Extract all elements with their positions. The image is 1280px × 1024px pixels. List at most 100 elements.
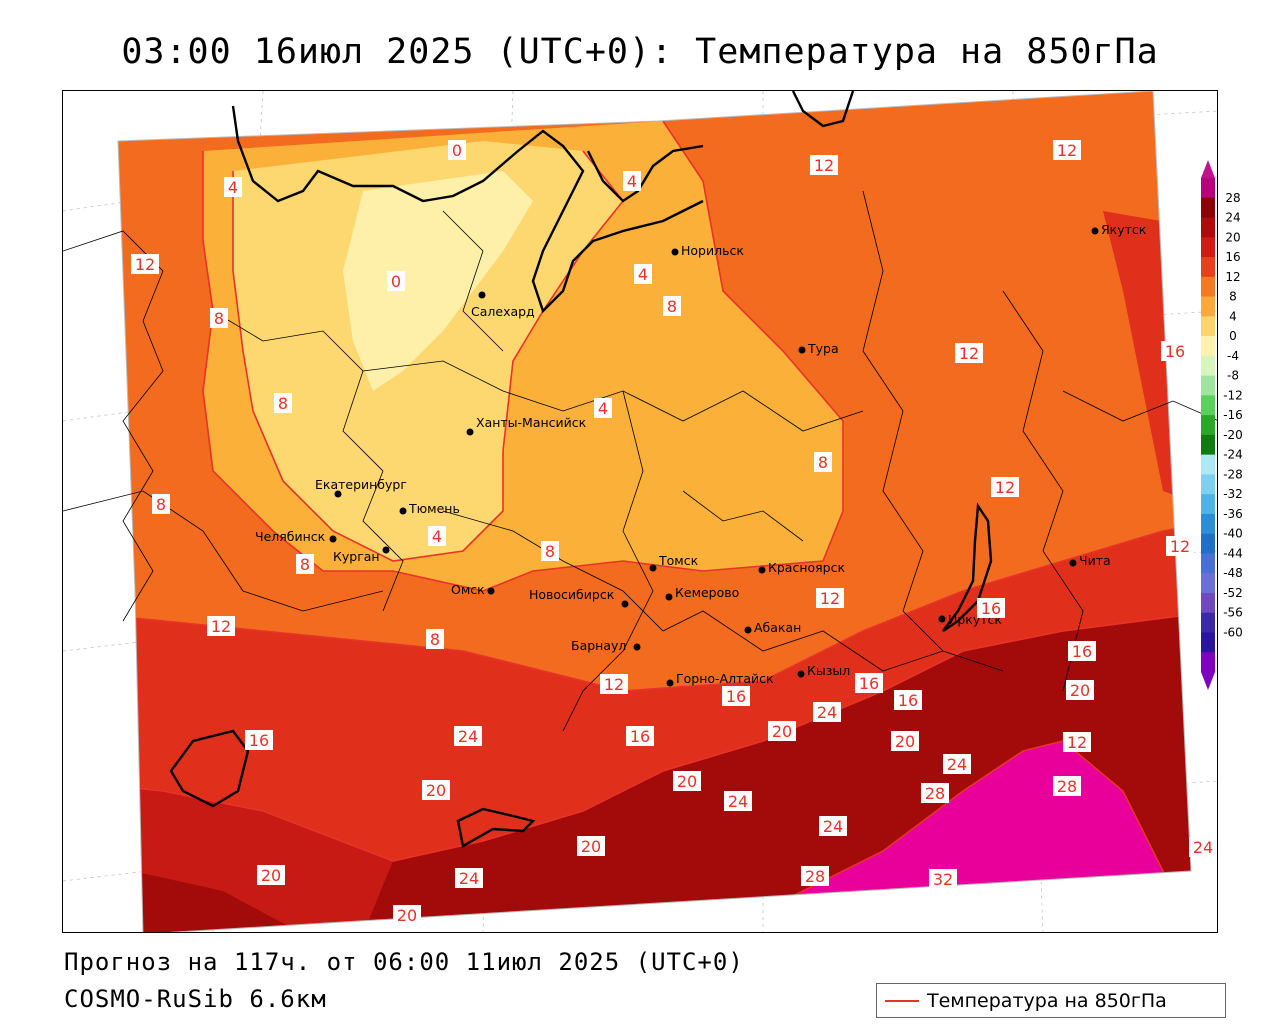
colorbar-tick-label: -60: [1223, 625, 1243, 639]
colorbar-segment: [1201, 178, 1215, 199]
svg-text:4: 4: [627, 172, 637, 191]
svg-text:8: 8: [818, 453, 828, 472]
svg-text:16: 16: [1165, 342, 1185, 361]
svg-text:12: 12: [135, 255, 155, 274]
svg-text:20: 20: [677, 772, 697, 791]
contour-label: 12: [207, 616, 235, 636]
contour-label: 16: [245, 730, 273, 750]
contour-label: 12: [600, 674, 628, 694]
svg-text:12: 12: [1170, 537, 1190, 556]
city-label: Челябинск: [255, 529, 326, 544]
model-domain-border: [117, 91, 1192, 932]
colorbar-segment: [1201, 553, 1215, 574]
svg-text:12: 12: [1067, 733, 1087, 752]
colorbar-segment: [1201, 375, 1215, 396]
colorbar-segment: [1201, 296, 1215, 317]
colorbar-segment: [1201, 355, 1215, 377]
svg-text:4: 4: [598, 399, 608, 418]
colorbar-tick-label: -56: [1223, 606, 1243, 620]
svg-text:8: 8: [156, 495, 166, 514]
svg-text:20: 20: [772, 722, 792, 741]
colorbar-tick-label: 28: [1225, 191, 1240, 205]
svg-text:24: 24: [728, 792, 748, 811]
colorbar-tick-label: -48: [1223, 566, 1243, 580]
city-label: Екатеринбург: [315, 477, 407, 492]
city-label: Тюмень: [408, 501, 460, 516]
svg-text:16: 16: [726, 687, 746, 706]
field-t16-band: [118, 521, 1191, 861]
field-t24-west: [123, 871, 303, 932]
colorbar-segment: [1201, 612, 1215, 633]
contour-label: 24: [813, 702, 841, 722]
svg-text:24: 24: [817, 703, 837, 722]
city-label: Томск: [658, 553, 699, 568]
svg-text:16: 16: [859, 674, 879, 693]
contour-label: 12: [131, 254, 159, 274]
contour-label: 24: [454, 726, 482, 746]
contour-label: 20: [673, 771, 701, 791]
svg-text:28: 28: [805, 867, 825, 886]
svg-text:4: 4: [638, 265, 648, 284]
colorbar-segment: [1201, 494, 1215, 515]
city-label: Ханты-Мансийск: [476, 415, 587, 430]
contour-label: 12: [1053, 140, 1081, 160]
svg-text:20: 20: [397, 906, 417, 925]
map-title: 03:00 16июл 2025 (UTC+0): Температура на…: [121, 32, 1159, 72]
colorbar-segment: [1201, 573, 1215, 594]
colorbar-segment: [1201, 336, 1215, 357]
field-t4: [233, 141, 623, 561]
svg-text:12: 12: [211, 617, 231, 636]
colorbar-tick-label: 16: [1225, 250, 1240, 264]
colorbar-segment: [1201, 197, 1215, 219]
contour-label: 16: [977, 598, 1005, 618]
city-label: Омск: [451, 582, 485, 597]
contour-label: 0: [448, 140, 466, 160]
svg-text:16: 16: [981, 599, 1001, 618]
colorbar-tick-label: 24: [1225, 211, 1240, 225]
svg-text:12: 12: [1057, 141, 1077, 160]
colorbar-tick-label: 0: [1229, 329, 1237, 343]
colorbar-tick-label: 4: [1229, 309, 1237, 323]
colorbar-segment: [1201, 217, 1215, 238]
colorbar: 28 24 20 16 12 8 4 0 -4 -8 -12 -16 -20 -24 -28 -32 -36 -4…: [1201, 160, 1243, 690]
model-info: COSMO-RuSib 6.6км: [64, 985, 327, 1013]
svg-text:24: 24: [1193, 838, 1213, 857]
colorbar-tick-label: -36: [1223, 507, 1243, 521]
contour-label: 16: [1068, 641, 1096, 661]
city-label: Барнаул: [571, 638, 626, 653]
colorbar-tick-label: -24: [1223, 448, 1243, 462]
city-label: Горно-Алтайск: [676, 671, 774, 686]
city-label: Кемерово: [675, 585, 739, 600]
colorbar-tick-label: -20: [1223, 428, 1243, 442]
contour-label: 8: [663, 296, 681, 316]
svg-text:20: 20: [1070, 681, 1090, 700]
colorbar-tick-label: -12: [1223, 388, 1243, 402]
city-label: Тура: [807, 341, 839, 356]
svg-text:4: 4: [228, 178, 238, 197]
colorbar-tick-label: -44: [1223, 546, 1243, 560]
admin-borders: [63, 190, 1217, 732]
contour-label: 12: [810, 155, 838, 175]
city-label: Красноярск: [768, 560, 845, 575]
city-label: Норильск: [681, 243, 744, 258]
svg-text:8: 8: [667, 297, 677, 316]
svg-text:28: 28: [1057, 777, 1077, 796]
svg-text:20: 20: [895, 732, 915, 751]
colorbar-tick-label: -28: [1223, 467, 1243, 481]
colorbar-tick-label: -32: [1223, 487, 1243, 501]
svg-text:16: 16: [898, 691, 918, 710]
colorbar-tick-label: 20: [1225, 230, 1240, 244]
colorbar-segment: [1201, 395, 1215, 416]
colorbar-tick-label: 12: [1225, 270, 1240, 284]
svg-text:24: 24: [947, 755, 967, 774]
svg-text:8: 8: [278, 394, 288, 413]
svg-text:8: 8: [545, 542, 555, 561]
colorbar-min-arrow: [1201, 672, 1215, 690]
svg-text:16: 16: [1072, 642, 1092, 661]
legend-label: Температура на 850гПа: [927, 989, 1167, 1012]
contour-label: 8: [426, 629, 444, 649]
svg-text:24: 24: [823, 817, 843, 836]
legend-line-swatch: [885, 999, 919, 1002]
colorbar-segment: [1201, 454, 1215, 475]
